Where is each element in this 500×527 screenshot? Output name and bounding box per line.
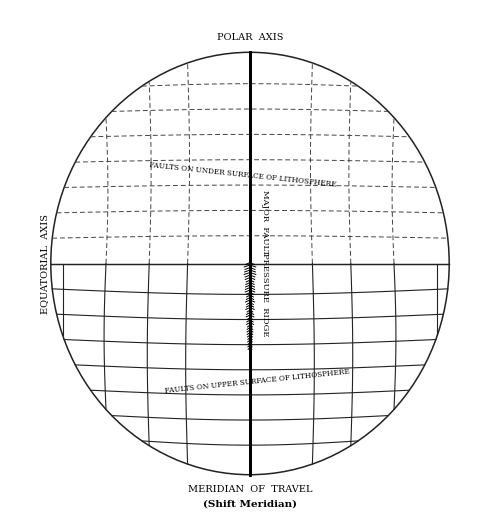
Text: MAJOR  FAULT: MAJOR FAULT: [260, 190, 268, 255]
Text: POLAR  AXIS: POLAR AXIS: [217, 33, 283, 42]
Text: PRESSURE  RIDGE: PRESSURE RIDGE: [260, 253, 268, 336]
Text: FAULTS ON UPPER SURFACE OF LITHOSPHERE: FAULTS ON UPPER SURFACE OF LITHOSPHERE: [164, 367, 350, 395]
Text: EQUATORIAL  AXIS: EQUATORIAL AXIS: [40, 213, 50, 314]
Text: (Shift Meridian): (Shift Meridian): [203, 500, 297, 509]
Text: FAULTS ON UNDER SURFACE OF LITHOSPHERE: FAULTS ON UNDER SURFACE OF LITHOSPHERE: [149, 161, 337, 189]
Text: MERIDIAN  OF  TRAVEL: MERIDIAN OF TRAVEL: [188, 485, 312, 494]
